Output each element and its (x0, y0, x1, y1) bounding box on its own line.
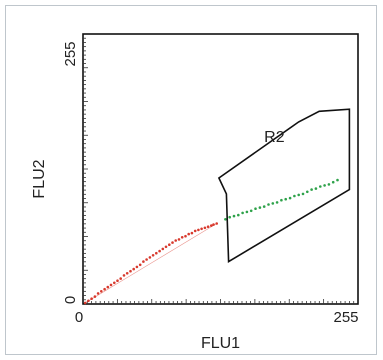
data-point (323, 184, 326, 187)
data-point (106, 285, 110, 289)
data-point (151, 254, 155, 257)
data-point (142, 260, 145, 263)
data-point (301, 192, 305, 196)
data-point (232, 214, 236, 218)
data-point (262, 205, 266, 208)
data-point (228, 215, 231, 219)
data-point (293, 194, 296, 198)
data-point (174, 239, 177, 242)
data-point (180, 236, 184, 239)
data-point (297, 193, 301, 197)
data-point (187, 232, 190, 236)
data-point (310, 188, 313, 191)
data-point (177, 238, 181, 241)
data-point (237, 213, 240, 217)
data-point (184, 234, 187, 238)
data-point (109, 283, 113, 287)
data-point (161, 247, 165, 251)
data-point (288, 196, 292, 200)
x-axis-title: FLU1 (201, 335, 240, 352)
event-trace (85, 223, 217, 304)
x-tick-label: 255 (333, 309, 358, 326)
data-point (193, 229, 197, 233)
data-point (145, 258, 148, 261)
data-point (271, 202, 275, 205)
data-point (119, 277, 122, 280)
data-point (314, 187, 318, 190)
data-point (113, 281, 116, 285)
data-point (197, 228, 200, 232)
data-point (319, 185, 322, 188)
y-tick-label: 0 (62, 296, 79, 304)
data-point (206, 225, 210, 228)
data-point (190, 231, 194, 235)
data-point (155, 251, 158, 255)
data-point (258, 206, 262, 209)
y-tick-label: 255 (62, 41, 79, 66)
data-point (168, 243, 171, 246)
data-point (200, 227, 203, 231)
data-point (132, 267, 135, 271)
x-tick-label: 0 (75, 309, 83, 326)
data-point (164, 245, 168, 249)
data-point (306, 190, 309, 194)
data-point (275, 201, 279, 204)
data-point (331, 180, 335, 184)
data-point (103, 287, 106, 291)
plot-area (82, 33, 359, 305)
data-point (125, 272, 129, 275)
y-axis-title: FLU2 (31, 159, 48, 198)
data-point (336, 178, 339, 182)
data-point (100, 290, 103, 293)
data-point (224, 218, 227, 221)
data-point (122, 274, 126, 277)
data-point (138, 263, 142, 267)
gate-region-label: R2 (264, 129, 285, 146)
data-point (284, 197, 288, 201)
data-point (280, 198, 283, 202)
data-point (148, 256, 152, 259)
gate-region (217, 108, 351, 263)
data-point (327, 183, 331, 186)
data-point (129, 269, 132, 273)
data-point (254, 207, 257, 210)
panel-frame (5, 5, 377, 355)
data-point (116, 279, 119, 283)
data-point (249, 209, 253, 213)
data-point (171, 241, 174, 244)
data-point (245, 210, 249, 214)
data-point (158, 249, 161, 253)
data-point (267, 203, 270, 206)
data-point (241, 211, 244, 215)
data-point (135, 265, 139, 269)
data-point (203, 226, 207, 230)
data-point (96, 292, 100, 295)
